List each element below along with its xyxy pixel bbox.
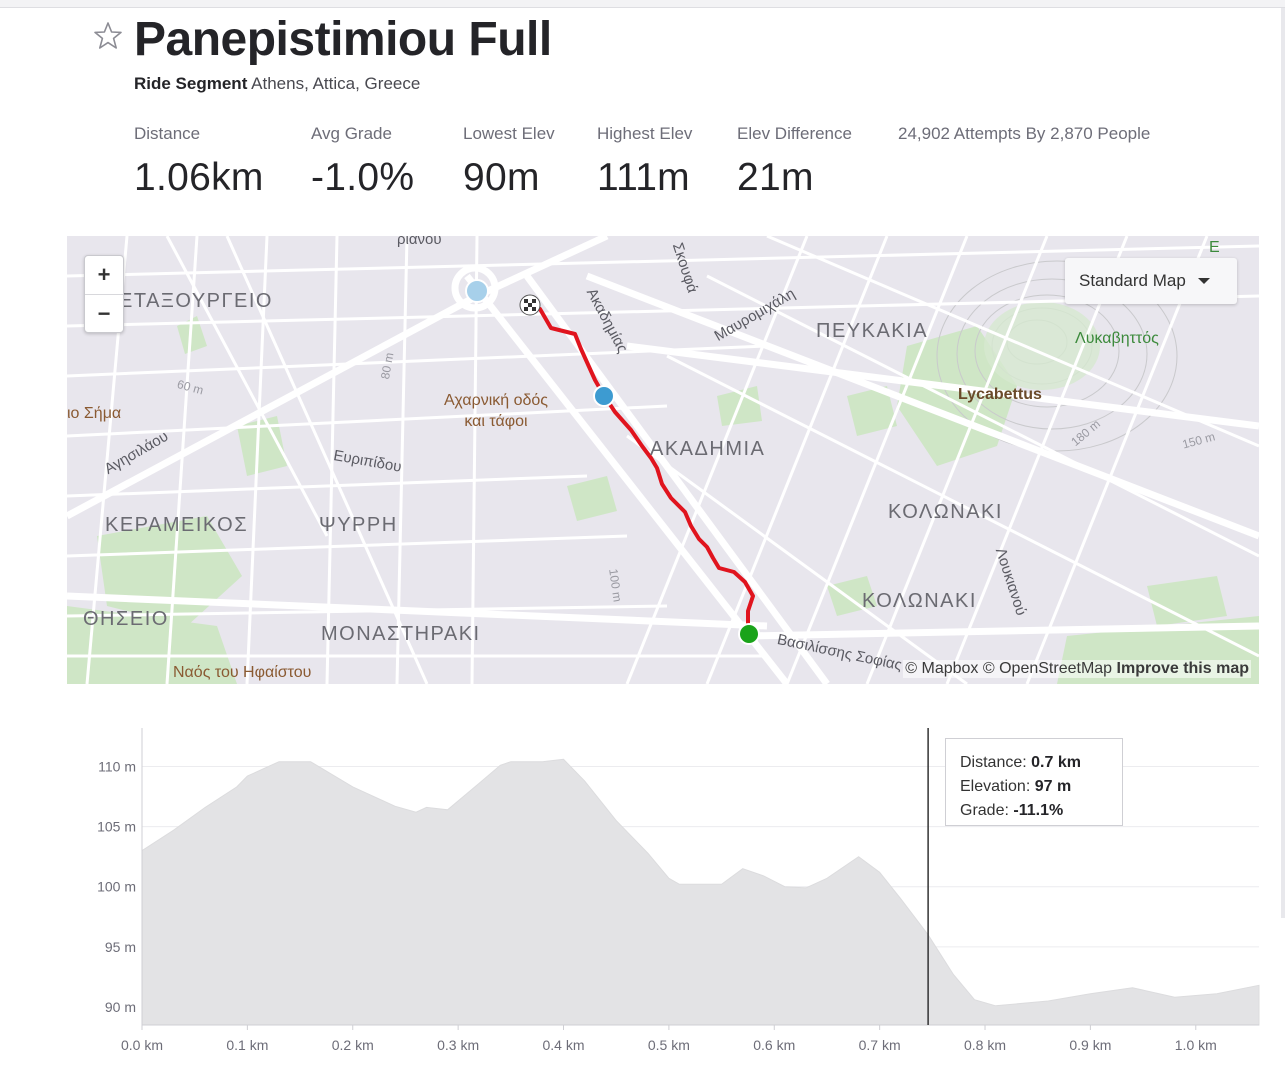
stat-value: 1.06km [134,156,264,199]
segment-type: Ride Segment [134,74,248,93]
stat-distance: Distance 1.06km [134,124,264,200]
start-marker-icon [738,623,760,645]
x-tick-label: 0.2 km [332,1037,374,1053]
map-style-dropdown[interactable]: Standard Map [1065,258,1237,304]
attempts-count: 24,902 Attempts By 2,870 People [898,124,1151,143]
map-style-label: Standard Map [1079,271,1186,290]
stat-value: 21m [737,156,814,199]
y-tick-label: 95 m [105,939,136,955]
y-tick-label: 105 m [97,819,136,835]
stat-value: 111m [597,156,690,199]
street-label-top: ριανού [397,236,442,248]
poi-label-sima: ιο Σήμα [67,405,122,422]
browser-top-edge [0,0,1285,8]
finish-flag-icon [519,294,541,316]
stat-highest-elev: Highest Elev 111m [597,124,692,200]
x-tick-label: 1.0 km [1175,1037,1217,1053]
metro-station-marker [465,279,489,303]
map-label-kolonaki: ΚΟΛΩΝΑΚΙ [888,501,1003,523]
stat-elev-difference: Elev Difference 21m [737,124,852,200]
x-tick-label: 0.9 km [1069,1037,1111,1053]
map-attribution: © Mapbox © OpenStreetMap Improve this ma… [903,660,1251,678]
poi-label-hephaestus: Ναός του Ηφαίστου [173,664,312,681]
elevation-tooltip: Distance: 0.7 km Elevation: 97 m Grade: … [945,738,1123,826]
park-label-lykavittos: Λυκαβηττός [1075,330,1159,347]
improve-map-link[interactable]: Improve this map [1116,660,1249,677]
segment-route-line [538,307,755,635]
poi-label-lycabettus: Lycabettus [958,386,1042,403]
elevation-profile[interactable]: 110 m 105 m 100 m 95 m 90 m 0.0 km 0.1 km 0.2 k… [0,700,1285,1080]
map-label-thiseio: ΘΗΣΕΙΟ [83,608,169,630]
segment-title: Panepistimiou Full [134,13,552,66]
poi-label-acharnian-road: Αχαρνική οδός και τάφοι [443,392,548,430]
stat-avg-grade: Avg Grade -1.0% [311,124,414,200]
segment-subtitle: Ride Segment Athens, Attica, Greece [134,74,420,94]
x-tick-label: 0.5 km [648,1037,690,1053]
osm-attribution-link[interactable]: © OpenStreetMap [982,660,1113,677]
x-tick-label: 0.7 km [859,1037,901,1053]
stat-label: Elev Difference [737,124,852,143]
mapbox-attribution-link[interactable]: © Mapbox [905,660,979,677]
favorite-star-icon[interactable] [92,20,124,52]
map-label-peukakia: ΠΕΥΚΑΚΙΑ [816,320,929,342]
segment-location: Athens, Attica, Greece [251,74,421,93]
map-label-metaxourgeio: ΕΤΑΞΟΥΡΓΕΙΟ [119,290,273,312]
stat-value: -1.0% [311,156,415,199]
elevation-area [141,758,1260,1026]
tooltip-distance: Distance: 0.7 km [960,754,1081,771]
map-label-edge: Ε [1209,239,1220,256]
chevron-down-icon [1197,278,1210,284]
stat-label: Avg Grade [311,124,392,143]
scrollbar-track[interactable] [1281,8,1285,918]
map-label-kerameikos: ΚΕΡΑΜΕΙΚΟΣ [105,514,249,536]
map-label-psyrri: ΨΥΡΡΗ [319,514,398,536]
stat-label: Lowest Elev [463,124,555,143]
x-tick-label: 0.8 km [964,1037,1006,1053]
stat-label: Distance [134,124,201,143]
position-marker-icon [593,385,615,407]
y-tick-label: 110 m [98,758,136,774]
zoom-out-button[interactable]: − [85,294,123,333]
map-label-monastiraki: ΜΟΝΑΣΤΗΡΑΚΙ [321,623,481,645]
x-tick-label: 0.3 km [437,1037,479,1053]
x-tick-label: 0.0 km [121,1037,163,1053]
map-tiles [67,236,1259,684]
zoom-controls: + − [84,255,124,333]
x-tick-label: 0.4 km [543,1037,585,1053]
zoom-in-button[interactable]: + [97,262,111,287]
stat-lowest-elev: Lowest Elev 90m [463,124,555,200]
x-tick-label: 0.1 km [226,1037,268,1053]
y-tick-label: 100 m [97,879,136,895]
map-label-kolonaki-2: ΚΟΛΩΝΑΚΙ [862,590,977,612]
tooltip-elevation: Elevation: 97 m [960,778,1072,795]
x-tick-label: 0.6 km [753,1037,795,1053]
tooltip-grade: Grade: -11.1% [960,802,1064,819]
stat-label: Highest Elev [597,124,693,143]
stat-value: 90m [463,156,540,199]
y-tick-label: 90 m [105,999,136,1015]
map-label-akadimia: ΑΚΑΔΗΜΙΑ [650,438,766,460]
segment-map[interactable]: ΕΤΑΞΟΥΡΓΕΙΟ ΚΕΡΑΜΕΙΚΟΣ ΨΥΡΡΗ ΘΗΣΕΙΟ ΜΟΝΑ… [67,236,1259,684]
